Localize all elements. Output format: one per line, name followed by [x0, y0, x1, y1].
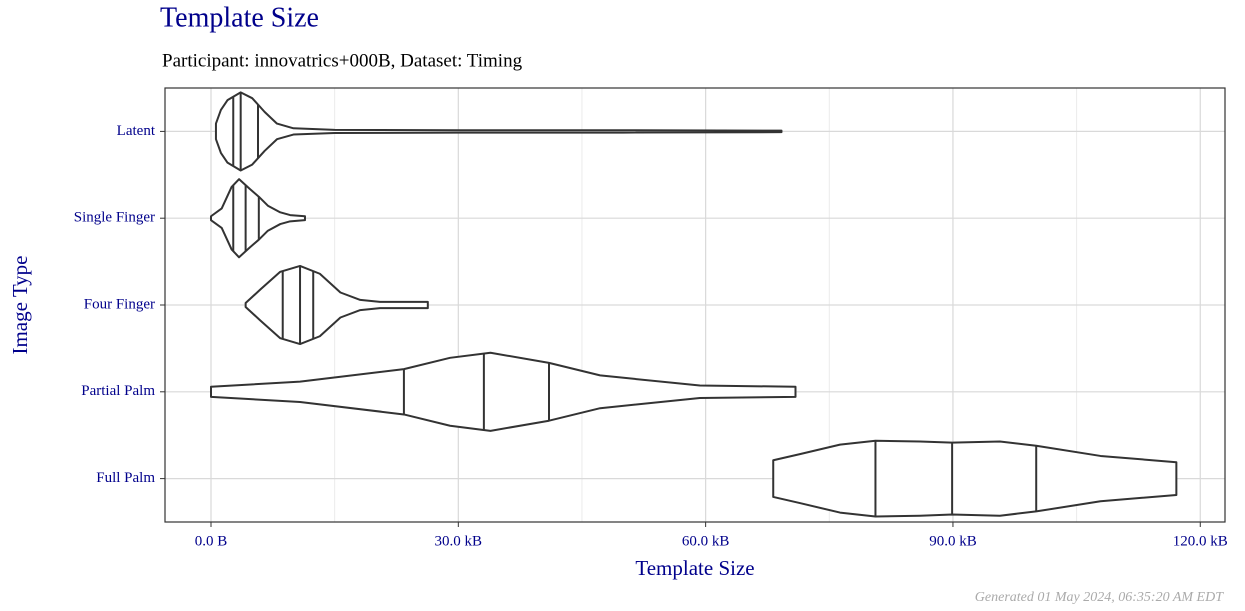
x-tick-label: 60.0 kB	[682, 533, 730, 549]
y-tick-label: Partial Palm	[81, 383, 155, 399]
chart-subtitle: Participant: innovatrics+000B, Dataset: …	[162, 50, 523, 71]
x-tick-label: 90.0 kB	[929, 533, 977, 549]
x-tick-label: 0.0 B	[195, 533, 228, 549]
y-tick-label: Four Finger	[84, 296, 155, 312]
x-tick-label: 30.0 kB	[435, 533, 483, 549]
violin	[772, 439, 1178, 518]
y-tick-label: Full Palm	[96, 470, 155, 486]
plot-border	[164, 87, 1226, 523]
y-axis-title: Image Type	[8, 255, 32, 354]
violin	[210, 351, 797, 432]
x-axis-title: Template Size	[635, 556, 754, 580]
y-tick-label: Single Finger	[74, 210, 155, 226]
x-tick-label: 120.0 kB	[1173, 533, 1228, 549]
footer: Generated 01 May 2024, 06:35:20 AM EDT	[975, 590, 1224, 605]
chart-title: Template Size	[160, 2, 319, 33]
y-tick-label: Latent	[117, 123, 156, 139]
